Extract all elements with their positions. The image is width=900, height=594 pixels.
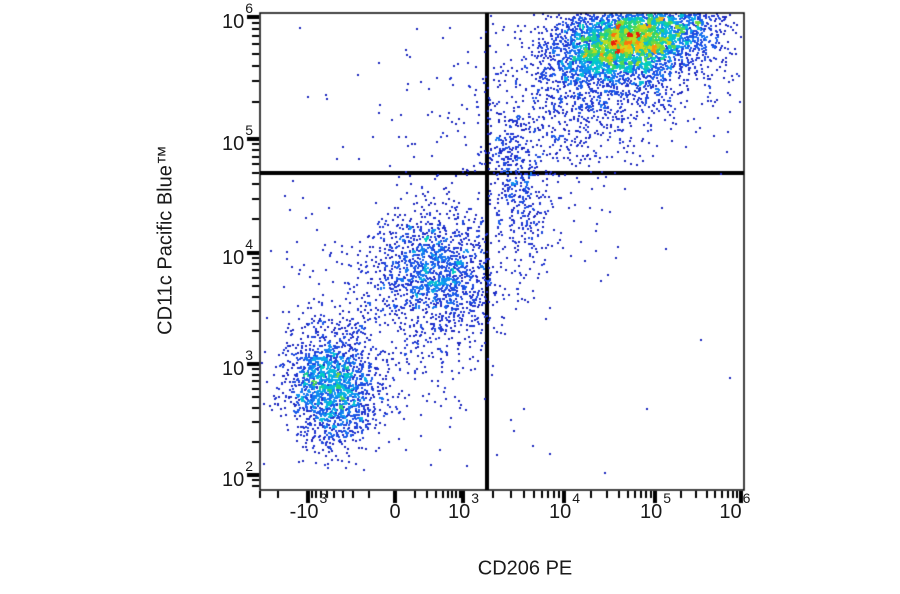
- y-tick-label: 104: [190, 237, 253, 270]
- y-tick-exponent: 6: [245, 0, 253, 17]
- x-tick-mantissa: 0: [389, 501, 401, 523]
- y-tick-exponent: 4: [245, 236, 253, 253]
- y-tick-label: 106: [190, 1, 253, 34]
- x-tick-label: 0: [389, 500, 400, 524]
- y-tick-mantissa: 10: [221, 133, 245, 155]
- x-tick-mantissa: 10: [447, 501, 471, 523]
- x-tick-mantissa: -10: [289, 501, 319, 523]
- x-tick-label: 104: [548, 491, 580, 524]
- x-tick-mantissa: 10: [548, 501, 572, 523]
- y-axis-title: CD11c Pacific Blue™: [154, 145, 177, 335]
- x-tick-exponent: 6: [742, 490, 751, 507]
- x-tick-exponent: 3: [471, 490, 480, 507]
- y-tick-exponent: 5: [245, 122, 253, 139]
- y-tick-mantissa: 10: [221, 247, 245, 269]
- x-tick-label: 103: [447, 491, 479, 524]
- x-tick-mantissa: 10: [719, 501, 742, 523]
- y-tick-exponent: 2: [245, 458, 253, 475]
- x-tick-mantissa: 10: [639, 501, 663, 523]
- x-tick-exponent: 5: [663, 490, 672, 507]
- y-tick-mantissa: 10: [221, 469, 245, 491]
- x-tick-label: 105: [639, 491, 671, 524]
- y-tick-mantissa: 10: [221, 11, 245, 33]
- y-tick-exponent: 3: [245, 347, 253, 364]
- y-tick-label: 103: [190, 348, 253, 381]
- x-tick-exponent: 3: [319, 490, 328, 507]
- x-axis-title: CD206 PE: [477, 557, 573, 580]
- y-tick-label: 105: [190, 123, 253, 156]
- y-tick-mantissa: 10: [221, 358, 245, 380]
- x-tick-exponent: 4: [572, 490, 581, 507]
- y-tick-label: 102: [190, 459, 253, 492]
- x-tick-label: -103: [289, 491, 328, 524]
- x-tick-label: 106: [719, 491, 750, 524]
